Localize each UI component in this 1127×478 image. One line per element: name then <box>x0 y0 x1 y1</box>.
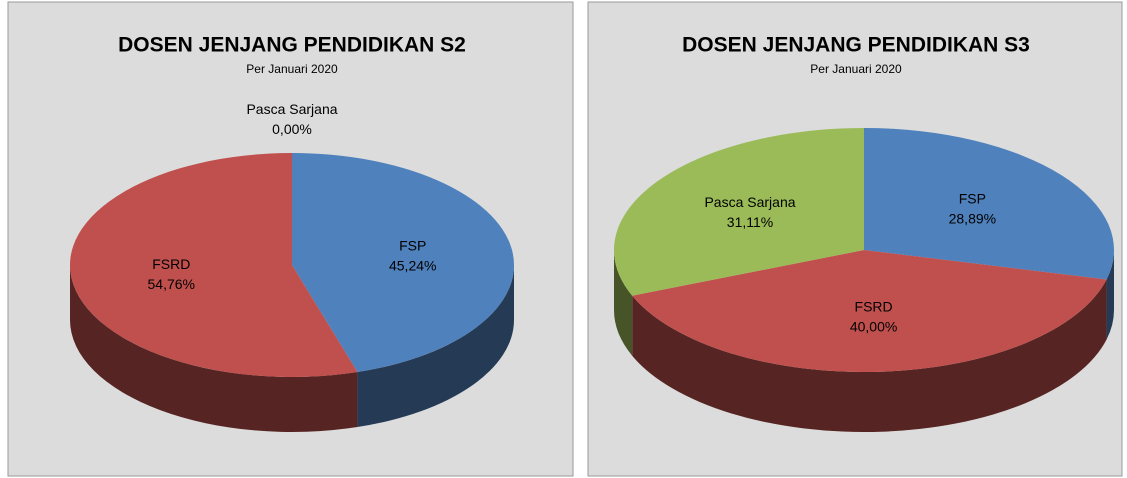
slice <box>69 153 358 377</box>
chart-subtitle: Per Januari 2020 <box>810 62 902 76</box>
slice-value: 0,00% <box>272 121 312 137</box>
chart-title: DOSEN JENJANG PENDIDIKAN S2 <box>118 34 466 57</box>
slice-side <box>614 250 633 356</box>
slice-value: 31,11% <box>727 214 773 230</box>
chart-subtitle: Per Januari 2020 <box>246 62 338 76</box>
slice <box>614 128 864 296</box>
chart-title: DOSEN JENJANG PENDIDIKAN S3 <box>682 34 1030 57</box>
slice <box>632 250 1107 372</box>
slice-label: FSP <box>399 238 426 254</box>
slice <box>864 128 1114 280</box>
slice-label: FSRD <box>855 299 893 315</box>
slice-side <box>632 279 1107 432</box>
slice-side <box>357 265 514 428</box>
slice-value: 40,00% <box>850 319 897 335</box>
slice-value: 28,89% <box>949 210 996 226</box>
slice-label: FSRD <box>152 256 190 272</box>
slice-side <box>70 265 358 432</box>
slice <box>292 153 514 373</box>
slice-label: FSP <box>959 190 986 206</box>
slice-side <box>1106 250 1114 340</box>
slice-value: 45,24% <box>389 258 436 274</box>
slice-value: 54,76% <box>148 276 195 292</box>
slice-label: Pasca Sarjana <box>246 101 337 117</box>
slice-label: Pasca Sarjana <box>704 194 795 210</box>
